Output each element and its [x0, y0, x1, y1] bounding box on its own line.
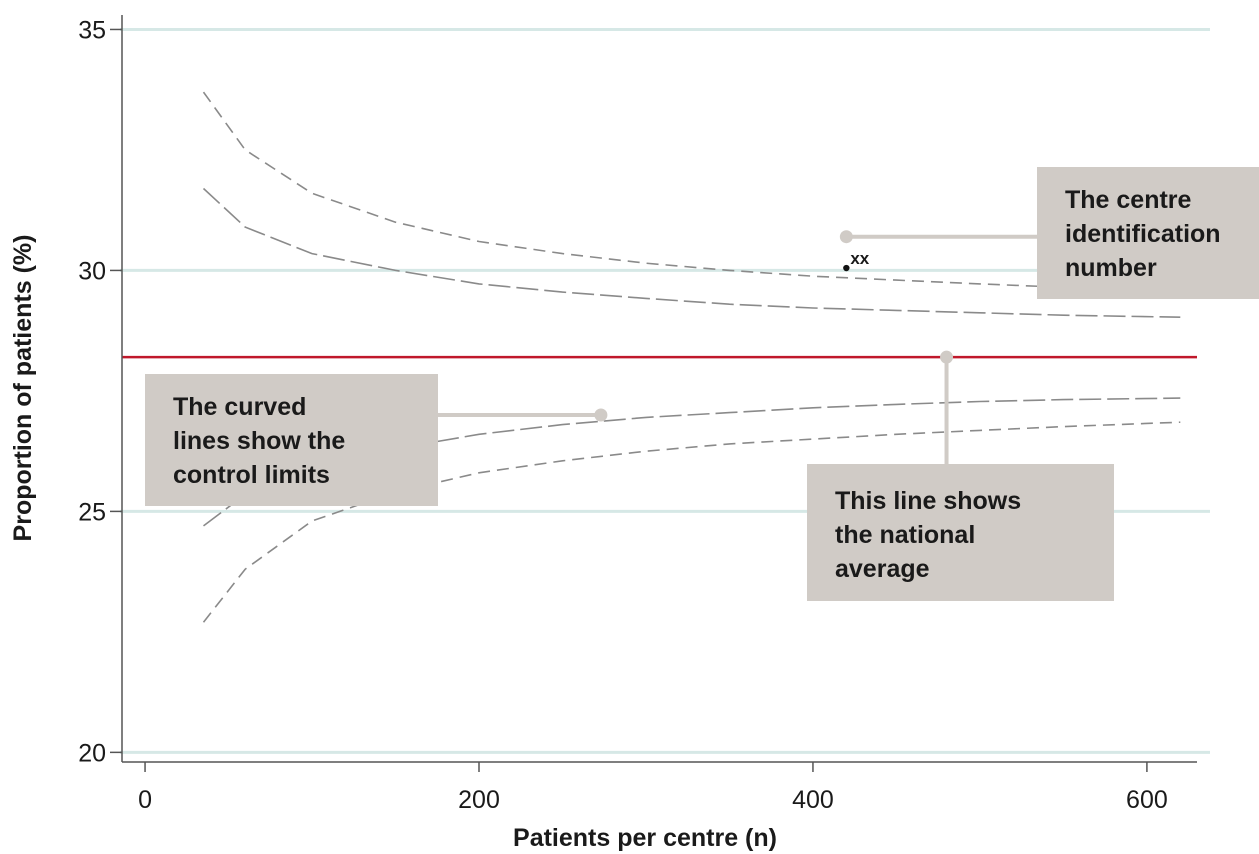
- connector-dot: [594, 408, 608, 422]
- data-point-label: xx: [850, 249, 869, 268]
- axes: [121, 15, 1197, 763]
- connector-dot: [940, 350, 954, 364]
- control-limit-curve: [202, 421, 1181, 623]
- annotation-centre-id: The centre identification number: [1037, 167, 1259, 299]
- annotation-line: lines show the: [173, 427, 346, 455]
- x-tick-label: 600: [1126, 786, 1168, 814]
- data-points: xx: [843, 249, 870, 272]
- tick-labels: 20 25 30 35 0 200 400 600: [78, 16, 1168, 814]
- annotation-line: the national: [835, 521, 976, 549]
- annotation-line: control limits: [173, 461, 330, 489]
- x-tick-label: 400: [792, 786, 834, 814]
- x-tick-label: 200: [458, 786, 500, 814]
- y-tick-label: 25: [78, 498, 106, 526]
- x-tick-label: 0: [138, 786, 152, 814]
- annotation-line: identification: [1065, 220, 1221, 248]
- annotation-line: number: [1065, 254, 1157, 282]
- y-tick-label: 30: [78, 257, 106, 285]
- y-tick-label: 35: [78, 16, 106, 44]
- annotation-line: average: [835, 555, 930, 583]
- control-limit-curve: [202, 187, 1181, 318]
- annotation-line: The curved: [173, 393, 307, 421]
- annotation-control-limits: The curved lines show the control limits: [145, 374, 438, 506]
- data-point: [843, 264, 850, 272]
- annotation-line: This line shows: [835, 487, 1022, 515]
- y-axis-title: Proportion of patients (%): [9, 235, 37, 542]
- connector-dot: [839, 230, 853, 244]
- annotation-national-average: This line shows the national average: [807, 464, 1114, 601]
- x-axis-title: Patients per centre (n): [513, 824, 777, 852]
- y-tick-label: 20: [78, 739, 106, 767]
- annotation-line: The centre: [1065, 186, 1192, 214]
- annotation-connectors: [438, 230, 1037, 464]
- control-limit-curve: [202, 91, 1097, 290]
